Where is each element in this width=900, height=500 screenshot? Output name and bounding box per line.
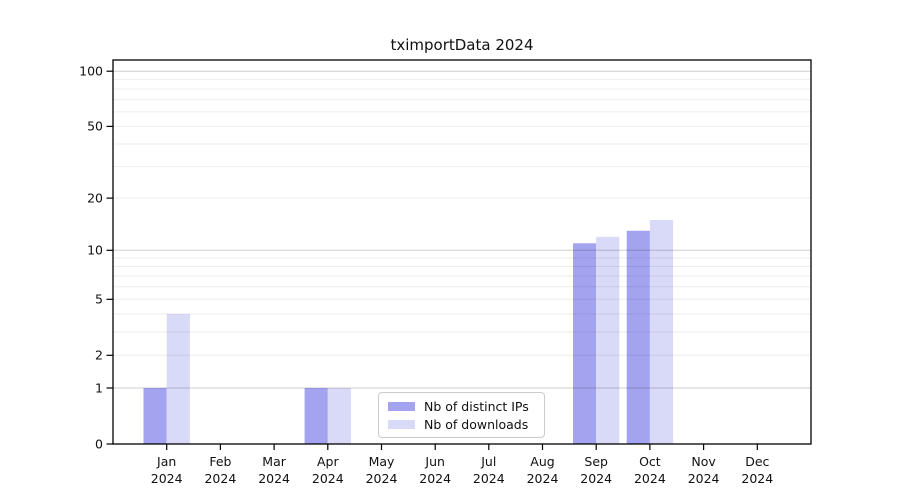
legend-label-downloads: Nb of downloads: [424, 417, 529, 432]
bars-group: [143, 220, 674, 444]
y-tick-label: 100: [79, 64, 103, 79]
x-tick-label-month: Apr: [317, 454, 339, 469]
x-tick-label-year: 2024: [151, 471, 183, 486]
y-tick-label: 20: [87, 190, 103, 205]
legend-swatch-downloads: [388, 420, 415, 429]
x-tick-label-year: 2024: [473, 471, 505, 486]
bar-distinct-ips: [304, 388, 328, 444]
y-tick-label: 50: [87, 119, 103, 134]
gridlines-group: [113, 70, 811, 389]
x-tick-label-month: Mar: [262, 454, 286, 469]
x-tick-label-year: 2024: [312, 471, 344, 486]
x-tick-label-month: Dec: [745, 454, 769, 469]
legend-label-distinct-ips: Nb of distinct IPs: [424, 399, 529, 414]
bar-distinct-ips: [573, 243, 597, 444]
bar-downloads: [166, 314, 190, 444]
x-tick-label-year: 2024: [419, 471, 451, 486]
x-tick-label-year: 2024: [366, 471, 398, 486]
legend-swatch-distinct-ips: [388, 402, 415, 411]
legend-item-downloads: Nb of downloads: [388, 417, 535, 432]
x-tick-label-month: Feb: [209, 454, 231, 469]
bar-downloads: [327, 388, 351, 444]
y-tick-label: 5: [95, 292, 103, 307]
axis-spine: [112, 59, 812, 445]
x-tick-label-month: Jul: [480, 454, 496, 469]
bar-downloads: [649, 220, 674, 444]
x-tick-label-month: Oct: [639, 454, 661, 469]
y-tick-label: 0: [95, 436, 103, 451]
bar-downloads: [596, 236, 620, 444]
x-tick-label-month: Nov: [691, 454, 716, 469]
chart-title: tximportData 2024: [390, 36, 534, 54]
x-tick-label-month: Aug: [530, 454, 554, 469]
bar-distinct-ips: [626, 230, 650, 444]
x-tick-label-year: 2024: [204, 471, 236, 486]
x-tick-label-year: 2024: [634, 471, 666, 486]
bar-distinct-ips: [143, 388, 167, 444]
y-axis-group: 0 1 2 5 10 20 50 100: [79, 64, 113, 451]
x-tick-label-year: 2024: [527, 471, 559, 486]
y-tick-label: 2: [95, 348, 103, 363]
x-tick-label-month: May: [369, 454, 395, 469]
x-tick-label-year: 2024: [580, 471, 612, 486]
legend-item-distinct-ips: Nb of distinct IPs: [388, 399, 535, 414]
y-tick-label: 10: [87, 243, 103, 258]
x-tick-label-month: Jun: [424, 454, 445, 469]
legend: Nb of distinct IPs Nb of downloads: [378, 392, 545, 438]
x-axis-group: Jan 2024 Feb 2024 Mar 2024 Apr 2024 May 2024 Jun 20…: [151, 444, 773, 486]
x-tick-label-year: 2024: [258, 471, 290, 486]
x-tick-label-month: Jan: [156, 454, 176, 469]
x-tick-label-month: Sep: [584, 454, 608, 469]
x-tick-label-year: 2024: [741, 471, 773, 486]
y-tick-label: 1: [95, 380, 103, 395]
x-tick-label-year: 2024: [688, 471, 720, 486]
